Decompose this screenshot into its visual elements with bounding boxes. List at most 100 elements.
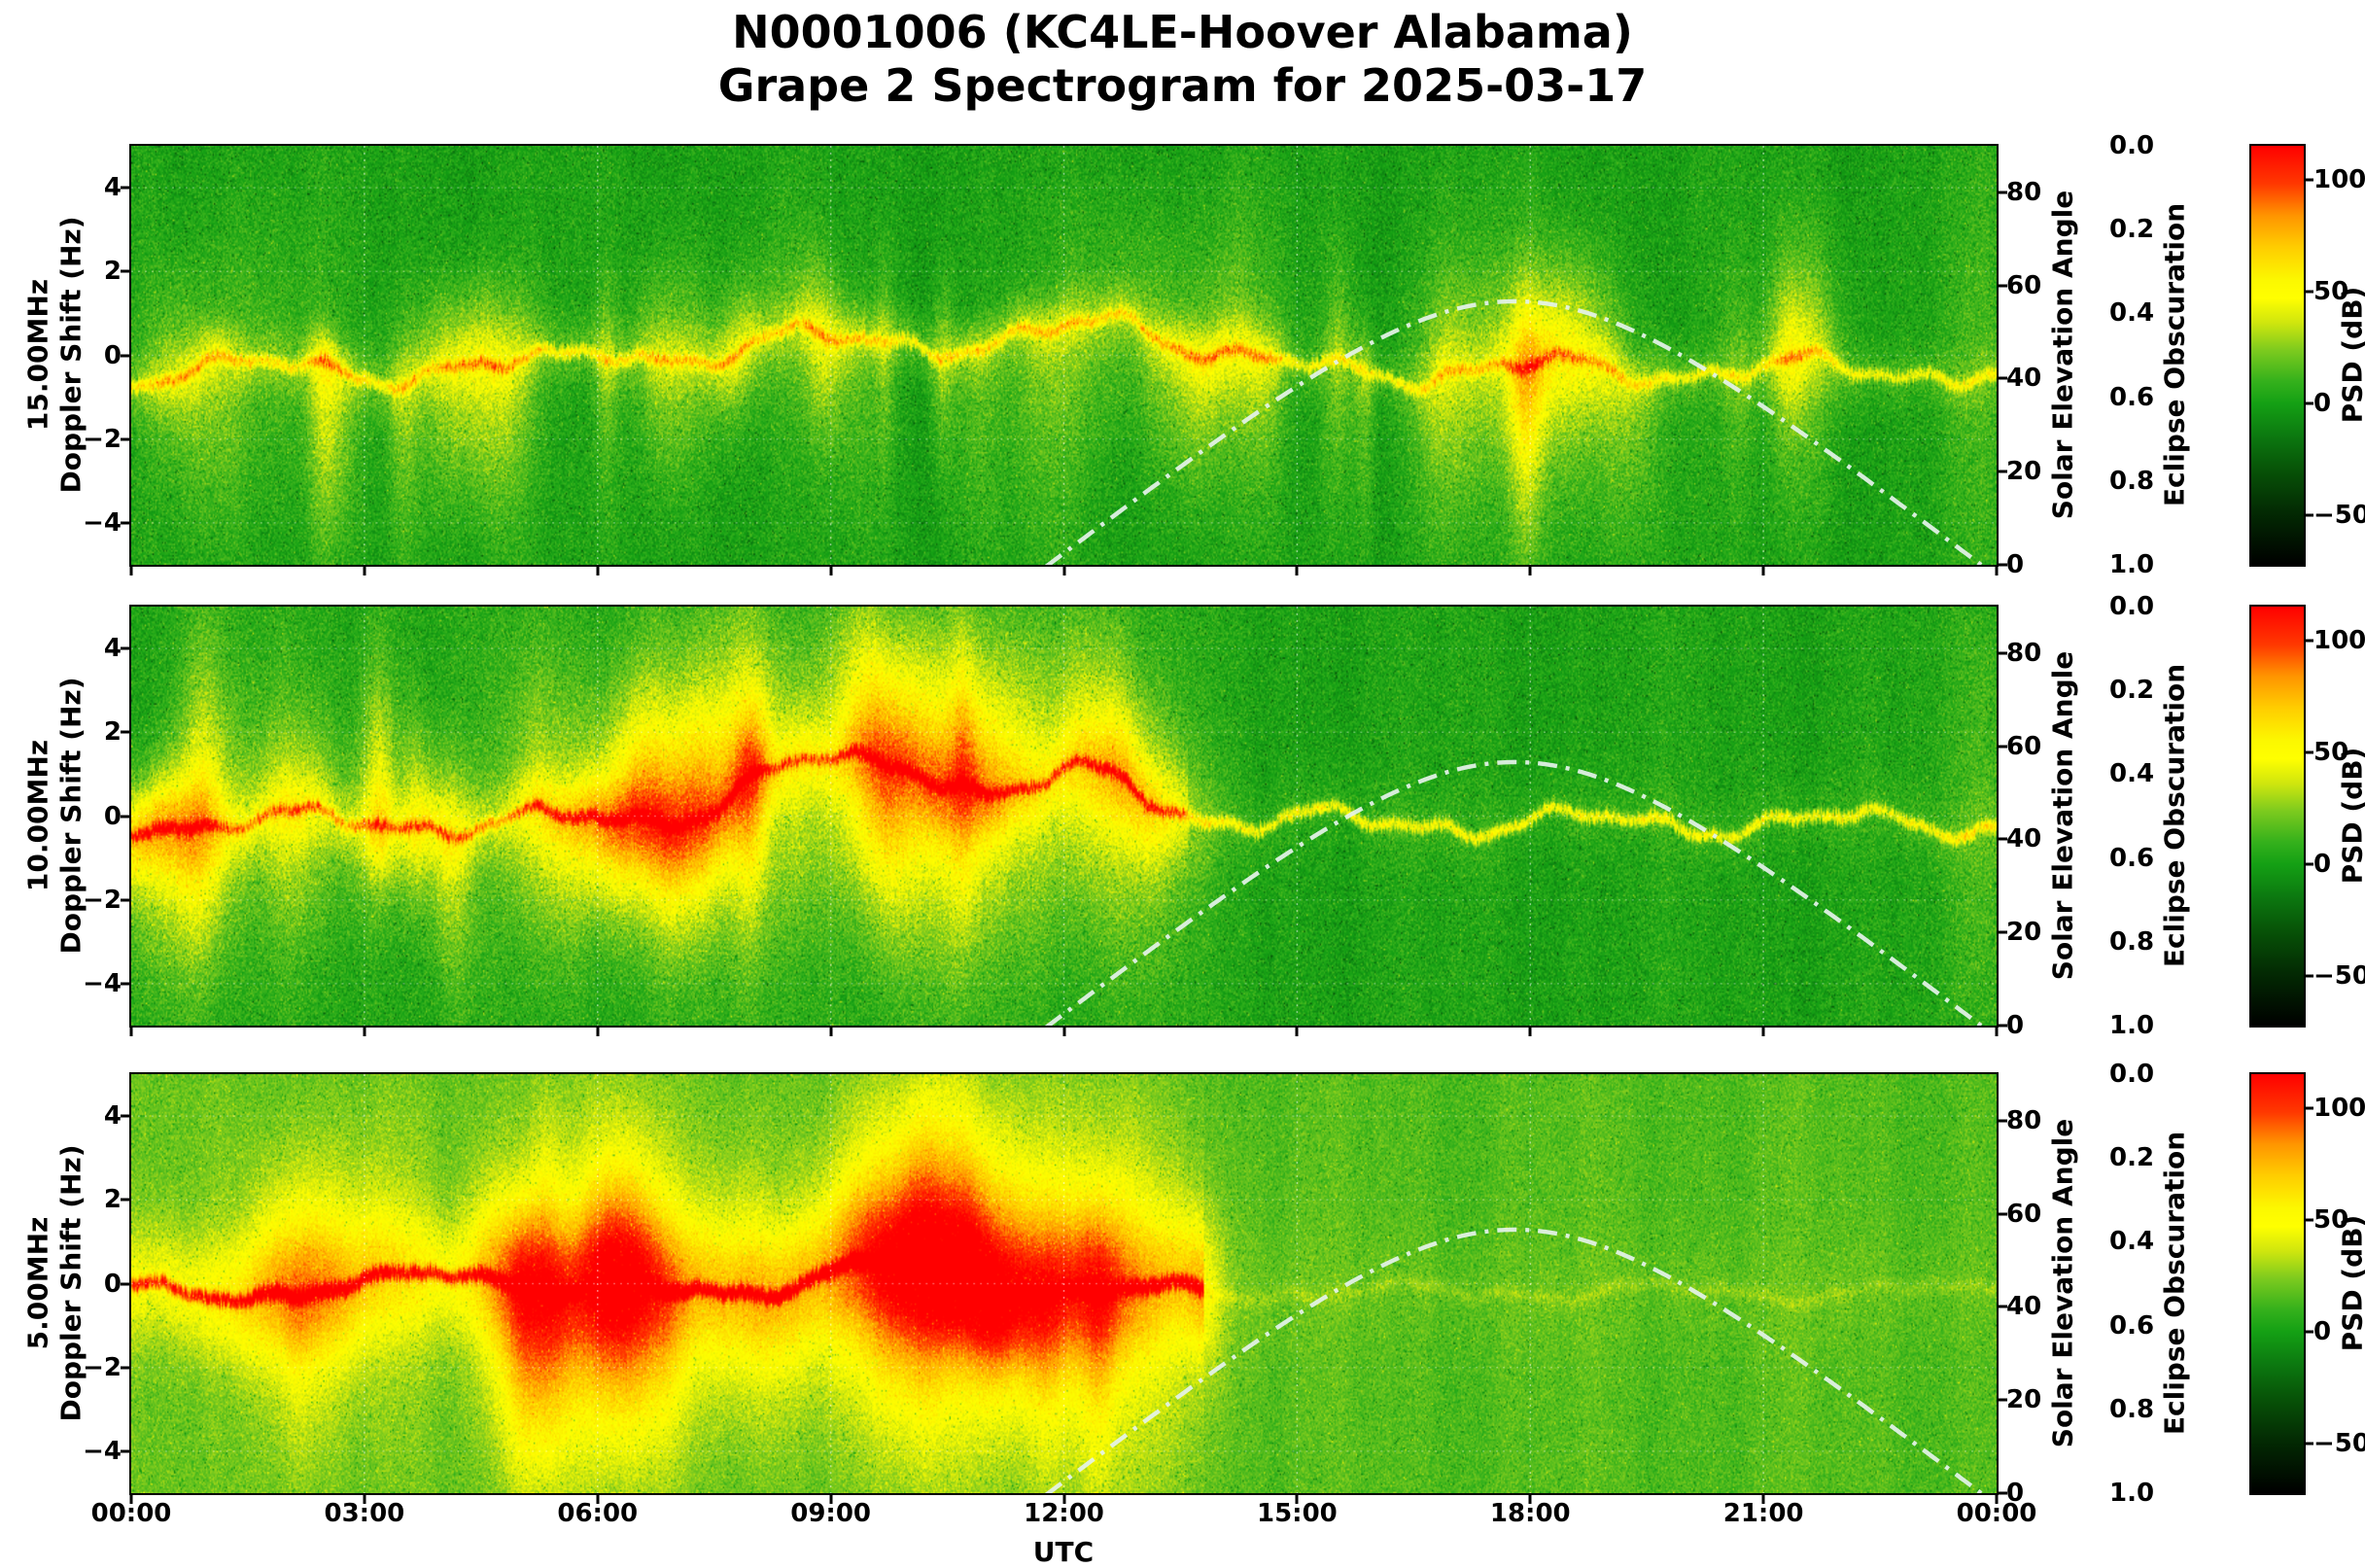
- psd-tick-label: 0: [2313, 1317, 2332, 1347]
- utc-tick-mark: [1528, 1028, 1532, 1036]
- y-axis-label-15mhz: 15.00MHz Doppler Shift (Hz): [21, 216, 87, 493]
- solar-elevation-curve: [1044, 1227, 1985, 1493]
- solar-tick-mark: [1999, 1212, 2007, 1216]
- solar-tick-label: 40: [2006, 1292, 2042, 1322]
- eclipse-tick-label: 0.8: [2109, 466, 2155, 496]
- solar-tick-mark: [1999, 563, 2007, 567]
- psd-tick-mark: [2306, 290, 2313, 294]
- solar-tick-mark: [1999, 1305, 2007, 1308]
- solar-elevation-axis-label: Solar Elevation Angle: [2046, 1118, 2079, 1448]
- eclipse-obscuration-axis-label: Eclipse Obscuration: [2158, 663, 2191, 968]
- utc-tick-mark: [1062, 1495, 1065, 1504]
- doppler-tick-mark: [121, 730, 129, 734]
- psd-tick-label: −50: [2313, 1429, 2365, 1459]
- utc-tick-mark: [596, 1495, 600, 1504]
- solar-tick-mark: [1999, 1024, 2007, 1028]
- eclipse-tick-label: 0.2: [2109, 676, 2155, 706]
- eclipse-tick-label: 0.2: [2109, 215, 2155, 245]
- psd-colorbar-5mhz: 100 50 0 −50: [2249, 1072, 2365, 1495]
- doppler-tick-mark: [121, 982, 129, 986]
- doppler-tick-mark: [121, 521, 129, 525]
- psd-tick-label: 100: [2313, 164, 2365, 194]
- doppler-tick-mark: [121, 186, 129, 190]
- utc-tick-mark: [129, 1495, 133, 1504]
- eclipse-tick-label: 0.4: [2109, 298, 2155, 329]
- eclipse-tick-label: 1.0: [2109, 1011, 2155, 1040]
- doppler-tick-label: 2: [103, 257, 122, 287]
- utc-tick-mark: [1995, 567, 1999, 575]
- spectrogram-panel-10mhz: 4 2 0 −2 −4 80 60 40 20 0 0.0 0.2 0.4 0.6 0.8 1.0: [83, 594, 2154, 1038]
- eclipse-tick-label: 0.0: [2109, 592, 2155, 621]
- utc-tick-label: 06:00: [557, 1499, 639, 1528]
- doppler-tick-label: −4: [83, 507, 122, 538]
- psd-tick-label: −50: [2313, 501, 2365, 531]
- utc-tick-mark: [1995, 1028, 1999, 1036]
- doppler-tick-label: −2: [83, 885, 122, 915]
- utc-tick-label: 09:00: [790, 1499, 872, 1528]
- solar-tick-label: 40: [2006, 364, 2042, 394]
- solar-tick-mark: [1999, 1398, 2007, 1402]
- psd-colorbar-15mhz: 100 50 0 −50: [2249, 144, 2365, 567]
- psd-tick-label: 100: [2313, 1093, 2365, 1123]
- utc-tick-label: 18:00: [1489, 1499, 1571, 1528]
- doppler-tick-mark: [121, 269, 129, 273]
- solar-tick-label: 20: [2006, 918, 2042, 948]
- utc-tick-mark: [363, 1028, 366, 1036]
- x-axis-label: UTC: [1032, 1536, 1095, 1568]
- solar-tick-mark: [1999, 1491, 2007, 1495]
- doppler-tick-label: 4: [103, 173, 122, 203]
- utc-tick-mark: [1528, 1495, 1532, 1504]
- psd-tick-mark: [2306, 750, 2313, 754]
- doppler-tick-mark: [121, 815, 129, 818]
- doppler-tick-label: −4: [83, 968, 122, 998]
- figure-title: N0001006 (KC4LE-Hoover Alabama) Grape 2 …: [0, 6, 2365, 113]
- eclipse-tick-label: 0.0: [2109, 1060, 2155, 1089]
- solar-tick-label: 60: [2006, 731, 2042, 761]
- utc-tick-mark: [1995, 1495, 1999, 1504]
- utc-tick-label: 00:00: [1956, 1499, 2037, 1528]
- utc-tick-mark: [1062, 567, 1065, 575]
- doppler-tick-mark: [121, 1198, 129, 1202]
- eclipse-obscuration-axis-label: Eclipse Obscuration: [2158, 1131, 2191, 1436]
- doppler-tick-label: 2: [103, 717, 122, 748]
- psd-tick-label: −50: [2313, 961, 2365, 992]
- solar-tick-label: 60: [2006, 1199, 2042, 1229]
- title-line-1: N0001006 (KC4LE-Hoover Alabama): [732, 6, 1633, 58]
- utc-tick-mark: [1528, 567, 1532, 575]
- solar-tick-label: 80: [2006, 638, 2042, 668]
- eclipse-tick-label: 0.8: [2109, 1394, 2155, 1424]
- spectrogram-panel-15mhz: 4 2 0 −2 −4 80 60 40 20 0 0.0 0.2 0.4 0.6 0.8 1.0: [83, 133, 2154, 577]
- utc-tick-mark: [363, 567, 366, 575]
- utc-tick-mark: [1761, 1028, 1765, 1036]
- psd-tick-label: 100: [2313, 625, 2365, 655]
- utc-tick-mark: [829, 1028, 833, 1036]
- psd-colorbar-10mhz: 100 50 0 −50: [2249, 605, 2365, 1028]
- psd-tick-mark: [2306, 639, 2313, 643]
- utc-tick-mark: [129, 1028, 133, 1036]
- solar-tick-label: 20: [2006, 1385, 2042, 1415]
- psd-tick-mark: [2306, 1442, 2313, 1446]
- freq-label-5mhz: 5.00MHz: [21, 1216, 54, 1350]
- solar-tick-mark: [1999, 284, 2007, 288]
- solar-tick-mark: [1999, 745, 2007, 749]
- psd-tick-label: 50: [2313, 276, 2349, 306]
- freq-label-10mhz: 10.00MHz: [21, 739, 54, 892]
- psd-colorbar-label: PSD (dB): [2336, 286, 2365, 424]
- doppler-tick-label: 4: [103, 634, 122, 664]
- eclipse-obscuration-axis-label: Eclipse Obscuration: [2158, 202, 2191, 507]
- utc-tick-mark: [596, 567, 600, 575]
- eclipse-tick-label: 1.0: [2109, 550, 2155, 579]
- doppler-tick-label: −2: [83, 1352, 122, 1382]
- solar-tick-mark: [1999, 930, 2007, 934]
- y-axis-label-10mhz: 10.00MHz Doppler Shift (Hz): [21, 677, 87, 954]
- psd-tick-mark: [2306, 862, 2313, 866]
- solar-tick-mark: [1999, 651, 2007, 655]
- solar-tick-mark: [1999, 470, 2007, 473]
- eclipse-tick-label: 0.2: [2109, 1143, 2155, 1173]
- solar-tick-label: 40: [2006, 824, 2042, 854]
- solar-tick-label: 60: [2006, 270, 2042, 300]
- utc-tick-mark: [129, 567, 133, 575]
- spectrogram-panel-5mhz: 4 2 0 −2 −4 80 60 40 20 0 0.0 0.2 0.4 0.6 0.8 1.0 00:00 0…: [83, 1062, 2154, 1526]
- solar-elevation-curve: [1044, 759, 1985, 1026]
